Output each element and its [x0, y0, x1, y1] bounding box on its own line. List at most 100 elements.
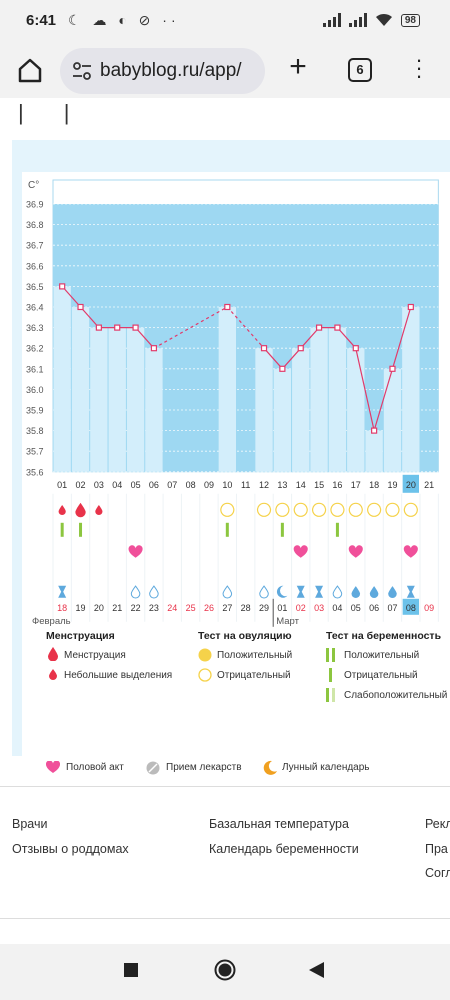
footer-divider-2 [0, 918, 450, 919]
cycle-day-label: 15 [314, 480, 324, 490]
temp-point [260, 345, 268, 352]
date-label: 09 [424, 603, 434, 613]
temp-point [407, 303, 414, 311]
temp-bar [273, 368, 292, 472]
moon-phase-icon [276, 585, 288, 598]
url-text[interactable]: babyblog.ru/app/ [100, 60, 242, 81]
spotting-drop-icon [58, 505, 66, 515]
footer-link-agreement[interactable]: Согл [425, 866, 450, 880]
ovulation-negative-icon [293, 502, 308, 517]
cycle-day-label: 13 [277, 480, 287, 490]
temp-bar [90, 327, 108, 472]
address-bar[interactable]: babyblog.ru/app/ [60, 48, 265, 94]
cycle-day-label: 20 [406, 480, 416, 490]
bbt-chart-svg: C° 36.9 36.8 36.7 36.6 36.5 36.4 36.3 36.2 36.1 36… [26, 179, 439, 627]
footer-link-rules[interactable]: Пра [425, 842, 448, 856]
y-unit-label: C° [28, 180, 39, 191]
more-menu-icon[interactable]: · · · [415, 47, 423, 88]
temp-bar [126, 327, 145, 472]
y-tick-label: 36.6 [26, 261, 44, 271]
date-label: 06 [369, 603, 379, 613]
heart-icon [293, 545, 308, 558]
temp-line-segment [355, 348, 375, 431]
temp-bar [71, 307, 90, 472]
cycle-day-label: 04 [112, 480, 122, 490]
ovulation-negative-icon [330, 502, 345, 517]
temp-line-segment [300, 327, 320, 349]
cycle-day-label: 09 [204, 480, 214, 490]
y-tick-label: 36.9 [26, 200, 44, 210]
date-label: 24 [167, 603, 177, 613]
temp-point [279, 365, 286, 372]
y-tick-label: 36.0 [26, 385, 44, 395]
signal-icon-2 [348, 13, 367, 27]
temp-line-segment [61, 286, 81, 308]
y-tick-label: 36.1 [26, 364, 44, 374]
temp-point [95, 324, 102, 331]
temp-bar [218, 307, 236, 472]
discharge-drop-icon [222, 585, 233, 599]
temp-bar [365, 430, 383, 472]
hourglass-icon [315, 585, 324, 598]
ovulation-negative-icon [256, 502, 272, 517]
discharge-filled-drop-icon [388, 586, 397, 598]
cycle-day-label: 05 [131, 480, 141, 490]
home-nav-icon[interactable] [214, 959, 236, 981]
date-label: 18 [57, 603, 67, 613]
date-label: 19 [76, 603, 86, 613]
cycle-day-label: 02 [76, 480, 86, 490]
ovulation-negative-icon [385, 502, 400, 517]
date-label: 02 [296, 603, 306, 613]
new-tab-icon[interactable]: + [289, 50, 307, 83]
site-settings-icon[interactable] [72, 62, 92, 80]
temp-point [150, 345, 158, 352]
home-icon[interactable] [16, 56, 44, 84]
cycle-day-label: 07 [167, 480, 177, 490]
date-label: 23 [149, 603, 159, 613]
temp-point [59, 283, 66, 290]
cycle-day-label: 18 [369, 480, 379, 490]
temp-point [371, 427, 378, 434]
y-tick-label: 35.7 [26, 447, 44, 457]
moon-icon [263, 760, 277, 775]
pregnancy-test-icon [79, 522, 83, 537]
discharge-filled-drop-icon [369, 586, 379, 598]
footer-link-pregnancy-calendar[interactable]: Календарь беременности [209, 842, 359, 856]
tab-count-button[interactable]: 6 [348, 58, 372, 82]
temp-bar [383, 368, 402, 472]
legend-intercourse: Половой акт [66, 762, 124, 773]
cycle-day-label: 19 [387, 480, 397, 490]
cycle-day-label: 14 [296, 480, 306, 490]
ovulation-negative-icon [311, 502, 327, 517]
footer-link-maternity-reviews[interactable]: Отзывы о роддомах [12, 842, 129, 856]
temp-line-segment [391, 306, 412, 369]
temp-point [297, 345, 304, 352]
cycle-day-label: 03 [94, 480, 104, 490]
date-label: 01 [277, 603, 287, 613]
footer-link-doctors[interactable]: Врачи [12, 817, 48, 831]
footer-link-ads[interactable]: Рекл [425, 817, 450, 831]
cycle-day-label: 11 [241, 480, 250, 490]
date-label: 04 [332, 603, 342, 613]
cycle-day-label: 06 [149, 480, 159, 490]
menstruation-drop-icon [75, 502, 86, 518]
recents-icon[interactable] [124, 963, 138, 977]
temp-point [132, 324, 139, 331]
heart-icon [403, 545, 418, 558]
temp-bar [347, 348, 365, 472]
temp-line-segment [373, 368, 394, 431]
pregnancy-test-icon [60, 522, 64, 537]
footer-link-basal-temperature[interactable]: Базальная температура [209, 817, 349, 831]
pregnancy-test-icon [280, 522, 284, 537]
cycle-day-label: 08 [186, 480, 196, 490]
status-bar: 6:41 ☾ ☁ ◐ ⊘ ·· 98 [0, 0, 450, 42]
y-tick-label: 35.8 [26, 426, 44, 436]
system-navbar [0, 944, 450, 1000]
discharge-drop-icon [332, 585, 343, 599]
battery-level: 98 [400, 13, 420, 27]
back-icon[interactable] [309, 962, 324, 978]
temp-point [389, 365, 396, 372]
date-label: 08 [406, 603, 416, 613]
temp-point [352, 345, 359, 352]
heading-fragment: || [18, 100, 110, 125]
